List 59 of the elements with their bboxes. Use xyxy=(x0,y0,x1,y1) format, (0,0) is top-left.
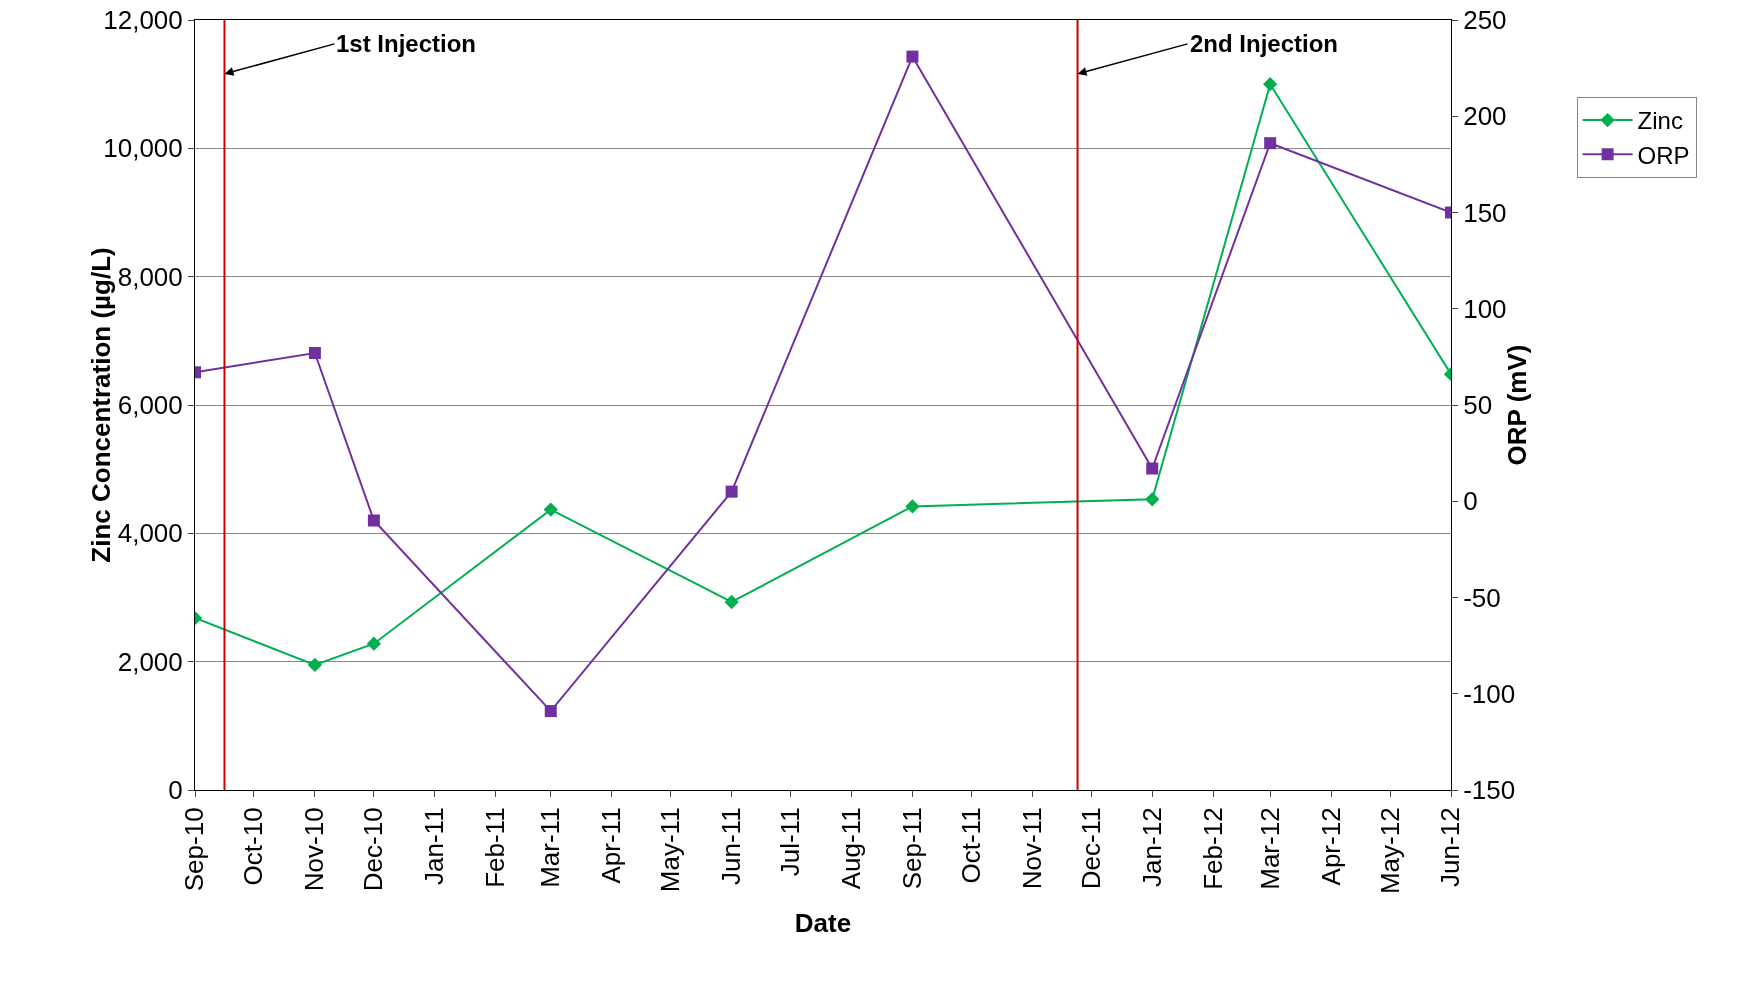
x-tick-label: Feb-12 xyxy=(1197,807,1228,890)
y-tick-label: 12,000 xyxy=(103,5,183,36)
point xyxy=(724,594,739,610)
x-tick-label: May-11 xyxy=(655,807,686,893)
legend-label: ORP xyxy=(1637,141,1690,169)
ref-line-label: 1st Injection xyxy=(336,30,477,57)
x-tick-label: Jun-11 xyxy=(716,807,747,885)
y2-tick-label: 0 xyxy=(1463,486,1478,517)
point xyxy=(1146,462,1159,475)
x-tick-label: Apr-12 xyxy=(1315,807,1346,886)
x-tick-label: Mar-11 xyxy=(535,807,566,888)
point xyxy=(543,502,558,517)
y-tick-label: 4,000 xyxy=(117,518,183,549)
x-tick-label: Jan-12 xyxy=(1136,807,1167,887)
x-tick-label: Sep-10 xyxy=(179,807,210,892)
x-tick-label: Apr-11 xyxy=(596,807,627,884)
legend-label: Zinc xyxy=(1637,107,1683,135)
point xyxy=(308,347,321,360)
x-tick-label: Jul-11 xyxy=(775,807,806,877)
y-tick-label: 10,000 xyxy=(103,133,183,164)
y2-axis-title: ORP (mV) xyxy=(1502,344,1532,466)
point xyxy=(367,514,380,527)
x-tick-label: Feb-11 xyxy=(480,807,511,888)
x-tick-label: Dec-10 xyxy=(358,807,389,892)
ref-line-label: 2nd Injection xyxy=(1190,30,1339,57)
x-tick-label: Nov-10 xyxy=(299,807,330,892)
y-tick-label: 8,000 xyxy=(117,261,183,292)
x-tick-label: Jun-12 xyxy=(1435,807,1466,887)
x-tick-label: Dec-11 xyxy=(1075,807,1106,890)
y-tick-label: 0 xyxy=(168,775,183,806)
x-tick-label: Sep-11 xyxy=(896,807,927,890)
y2-tick-label: -100 xyxy=(1463,678,1516,709)
point xyxy=(307,657,323,673)
y-axis-title: Zinc Concentration (µg/L) xyxy=(85,247,116,563)
y2-tick-label: 200 xyxy=(1463,101,1507,132)
x-tick-label: May-12 xyxy=(1374,807,1405,895)
x-axis-title: Date xyxy=(794,907,852,938)
y-tick-label: 6,000 xyxy=(117,390,183,421)
y2-tick-label: 250 xyxy=(1463,5,1507,36)
x-tick-label: Aug-11 xyxy=(835,807,866,890)
point xyxy=(905,499,920,514)
x-tick-label: Jan-11 xyxy=(419,807,450,885)
point xyxy=(906,50,919,63)
x-tick-label: Mar-12 xyxy=(1254,807,1285,890)
point xyxy=(1263,77,1278,92)
y2-tick-label: 100 xyxy=(1463,293,1507,324)
point xyxy=(725,485,738,498)
point xyxy=(1145,492,1160,507)
y2-tick-label: -50 xyxy=(1463,582,1501,613)
y-tick-label: 2,000 xyxy=(117,646,183,677)
point xyxy=(1264,137,1277,150)
x-tick-label: Oct-10 xyxy=(238,807,269,886)
y2-tick-label: -150 xyxy=(1463,775,1516,806)
x-tick-label: Nov-11 xyxy=(1016,807,1047,890)
x-tick-label: Oct-11 xyxy=(955,807,986,884)
y2-tick-label: 50 xyxy=(1463,390,1493,421)
point xyxy=(366,636,382,651)
point xyxy=(544,705,557,718)
y2-tick-label: 150 xyxy=(1463,197,1507,228)
